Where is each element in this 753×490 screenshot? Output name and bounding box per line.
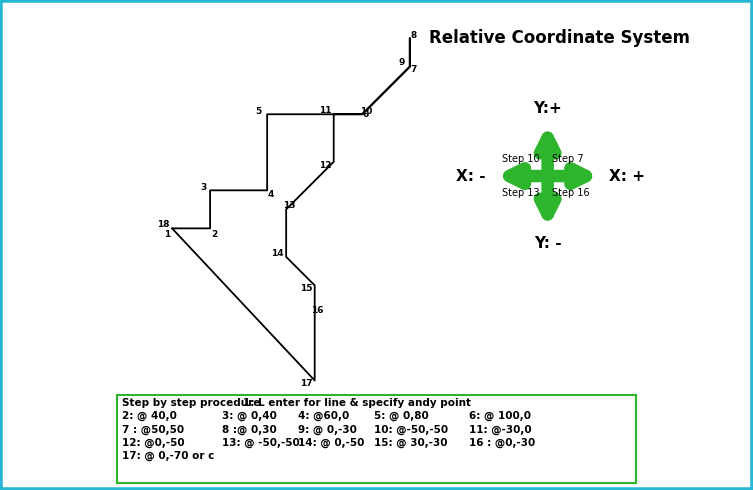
- Bar: [117, 395, 636, 483]
- Text: 7: 7: [410, 65, 416, 74]
- Text: Y: -: Y: -: [534, 236, 562, 251]
- Text: 4: @60,0: 4: @60,0: [297, 411, 349, 421]
- Text: 2: @ 40,0: 2: @ 40,0: [122, 411, 176, 421]
- Text: Step 13: Step 13: [502, 188, 540, 198]
- Text: Step 16: Step 16: [553, 188, 590, 198]
- Text: X: +: X: +: [609, 169, 645, 184]
- Text: 6: 6: [363, 110, 369, 119]
- Text: 10: 10: [360, 107, 372, 116]
- Text: 11: 11: [319, 106, 331, 115]
- Text: 4: 4: [268, 190, 274, 198]
- Text: 14: 14: [271, 248, 284, 258]
- Text: 14: @ 0,-50: 14: @ 0,-50: [297, 438, 364, 448]
- Text: 11: @-30,0: 11: @-30,0: [468, 424, 532, 435]
- Text: 17: @ 0,-70 or c: 17: @ 0,-70 or c: [122, 451, 214, 461]
- Text: 12: @0,-50: 12: @0,-50: [122, 438, 184, 448]
- Text: 16: 16: [311, 306, 324, 315]
- Text: 1: 1: [164, 229, 170, 239]
- Text: 9: 9: [398, 58, 404, 68]
- Text: Y:+: Y:+: [533, 101, 562, 116]
- Text: 6: @ 100,0: 6: @ 100,0: [468, 411, 531, 421]
- Text: Step 7: Step 7: [553, 154, 584, 164]
- Text: 8: 8: [410, 31, 416, 40]
- Text: 17: 17: [300, 379, 312, 388]
- Text: Step by step procedure: Step by step procedure: [122, 397, 260, 408]
- Text: 13: @ -50,-50: 13: @ -50,-50: [221, 438, 299, 448]
- Text: 15: 15: [300, 284, 312, 293]
- Text: 5: 5: [255, 107, 262, 116]
- Text: 18: 18: [157, 220, 169, 229]
- Text: Step 10: Step 10: [502, 154, 540, 164]
- Text: 15: @ 30,-30: 15: @ 30,-30: [373, 438, 447, 448]
- Text: 3: 3: [200, 183, 206, 192]
- Text: 16 : @0,-30: 16 : @0,-30: [468, 438, 535, 448]
- Text: 3: @ 0,40: 3: @ 0,40: [221, 411, 276, 421]
- Text: 1: L enter for line & specify andy point: 1: L enter for line & specify andy point: [243, 397, 471, 408]
- Text: 2: 2: [211, 229, 217, 239]
- Text: 9: @ 0,-30: 9: @ 0,-30: [297, 424, 356, 435]
- Text: 13: 13: [283, 201, 295, 210]
- Text: X: -: X: -: [456, 169, 486, 184]
- Text: 12: 12: [319, 161, 331, 170]
- Text: 8 :@ 0,30: 8 :@ 0,30: [221, 424, 276, 435]
- Text: 7 : @50,50: 7 : @50,50: [122, 424, 184, 435]
- Text: 10: @-50,-50: 10: @-50,-50: [373, 424, 448, 435]
- Text: Relative Coordinate System: Relative Coordinate System: [428, 29, 690, 47]
- Text: 5: @ 0,80: 5: @ 0,80: [373, 411, 428, 421]
